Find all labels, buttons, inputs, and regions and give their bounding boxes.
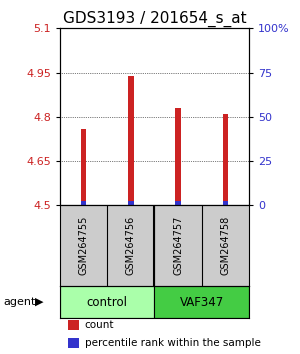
Text: control: control <box>87 296 128 309</box>
Text: VAF347: VAF347 <box>180 296 224 309</box>
Bar <box>128 75 134 206</box>
Title: GDS3193 / 201654_s_at: GDS3193 / 201654_s_at <box>63 11 246 27</box>
Bar <box>154 286 249 318</box>
Text: count: count <box>85 320 114 330</box>
Bar <box>68 338 79 348</box>
Text: GSM264757: GSM264757 <box>173 216 183 275</box>
Bar <box>128 201 134 206</box>
Bar <box>68 320 79 330</box>
Bar <box>175 201 181 206</box>
Text: GSM264758: GSM264758 <box>220 216 230 275</box>
Text: percentile rank within the sample: percentile rank within the sample <box>85 338 260 348</box>
Bar <box>175 108 181 206</box>
Text: ▶: ▶ <box>34 297 43 307</box>
Bar <box>81 201 86 206</box>
Text: GSM264755: GSM264755 <box>79 216 88 275</box>
Bar <box>60 286 154 318</box>
Text: agent: agent <box>3 297 35 307</box>
Bar <box>81 129 86 206</box>
Text: GSM264756: GSM264756 <box>126 216 136 275</box>
Bar <box>223 201 228 206</box>
Bar <box>223 114 228 206</box>
